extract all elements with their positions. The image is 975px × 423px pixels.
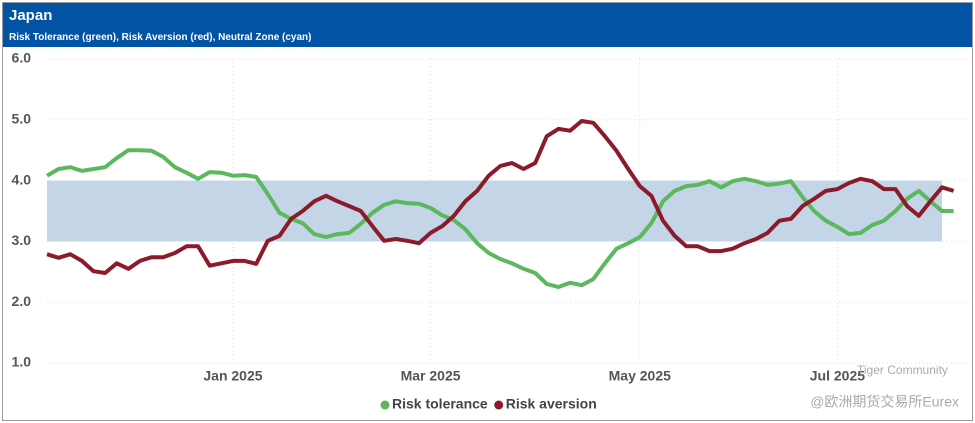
- chart-subtitle: Risk Tolerance (green), Risk Aversion (r…: [9, 32, 312, 43]
- watermark: Tiger Community: [857, 363, 948, 377]
- legend-label: Risk tolerance: [392, 396, 488, 412]
- legend-marker: [380, 400, 390, 410]
- legend-marker: [494, 400, 504, 410]
- y-tick-label: 5.0: [12, 111, 32, 127]
- series-line: [46, 119, 955, 275]
- x-tick-label: Mar 2025: [401, 368, 461, 384]
- neutral-zone: [47, 180, 942, 242]
- y-tick-label: 3.0: [12, 232, 32, 248]
- x-tick-label: Jan 2025: [203, 368, 262, 384]
- x-tick-label: May 2025: [609, 368, 671, 384]
- chart-title: Japan: [9, 7, 53, 24]
- watermark: @欧洲期货交易所Eurex: [810, 394, 959, 410]
- y-tick-label: 4.0: [12, 171, 32, 187]
- chart: 1.0 2.0 3.0 4.0 5.0 6.0 Jan 2025 Mar 2025 May 20…: [12, 50, 972, 412]
- header: Japan Risk Tolerance (green), Risk Avers…: [3, 3, 972, 47]
- x-tick-label: Jul 2025: [810, 368, 865, 384]
- legend-label: Risk aversion: [506, 396, 597, 412]
- y-tick-label: 6.0: [12, 50, 32, 66]
- y-tick-label: 2.0: [12, 293, 32, 309]
- series-line: [45, 148, 954, 289]
- y-tick-label: 1.0: [12, 354, 32, 370]
